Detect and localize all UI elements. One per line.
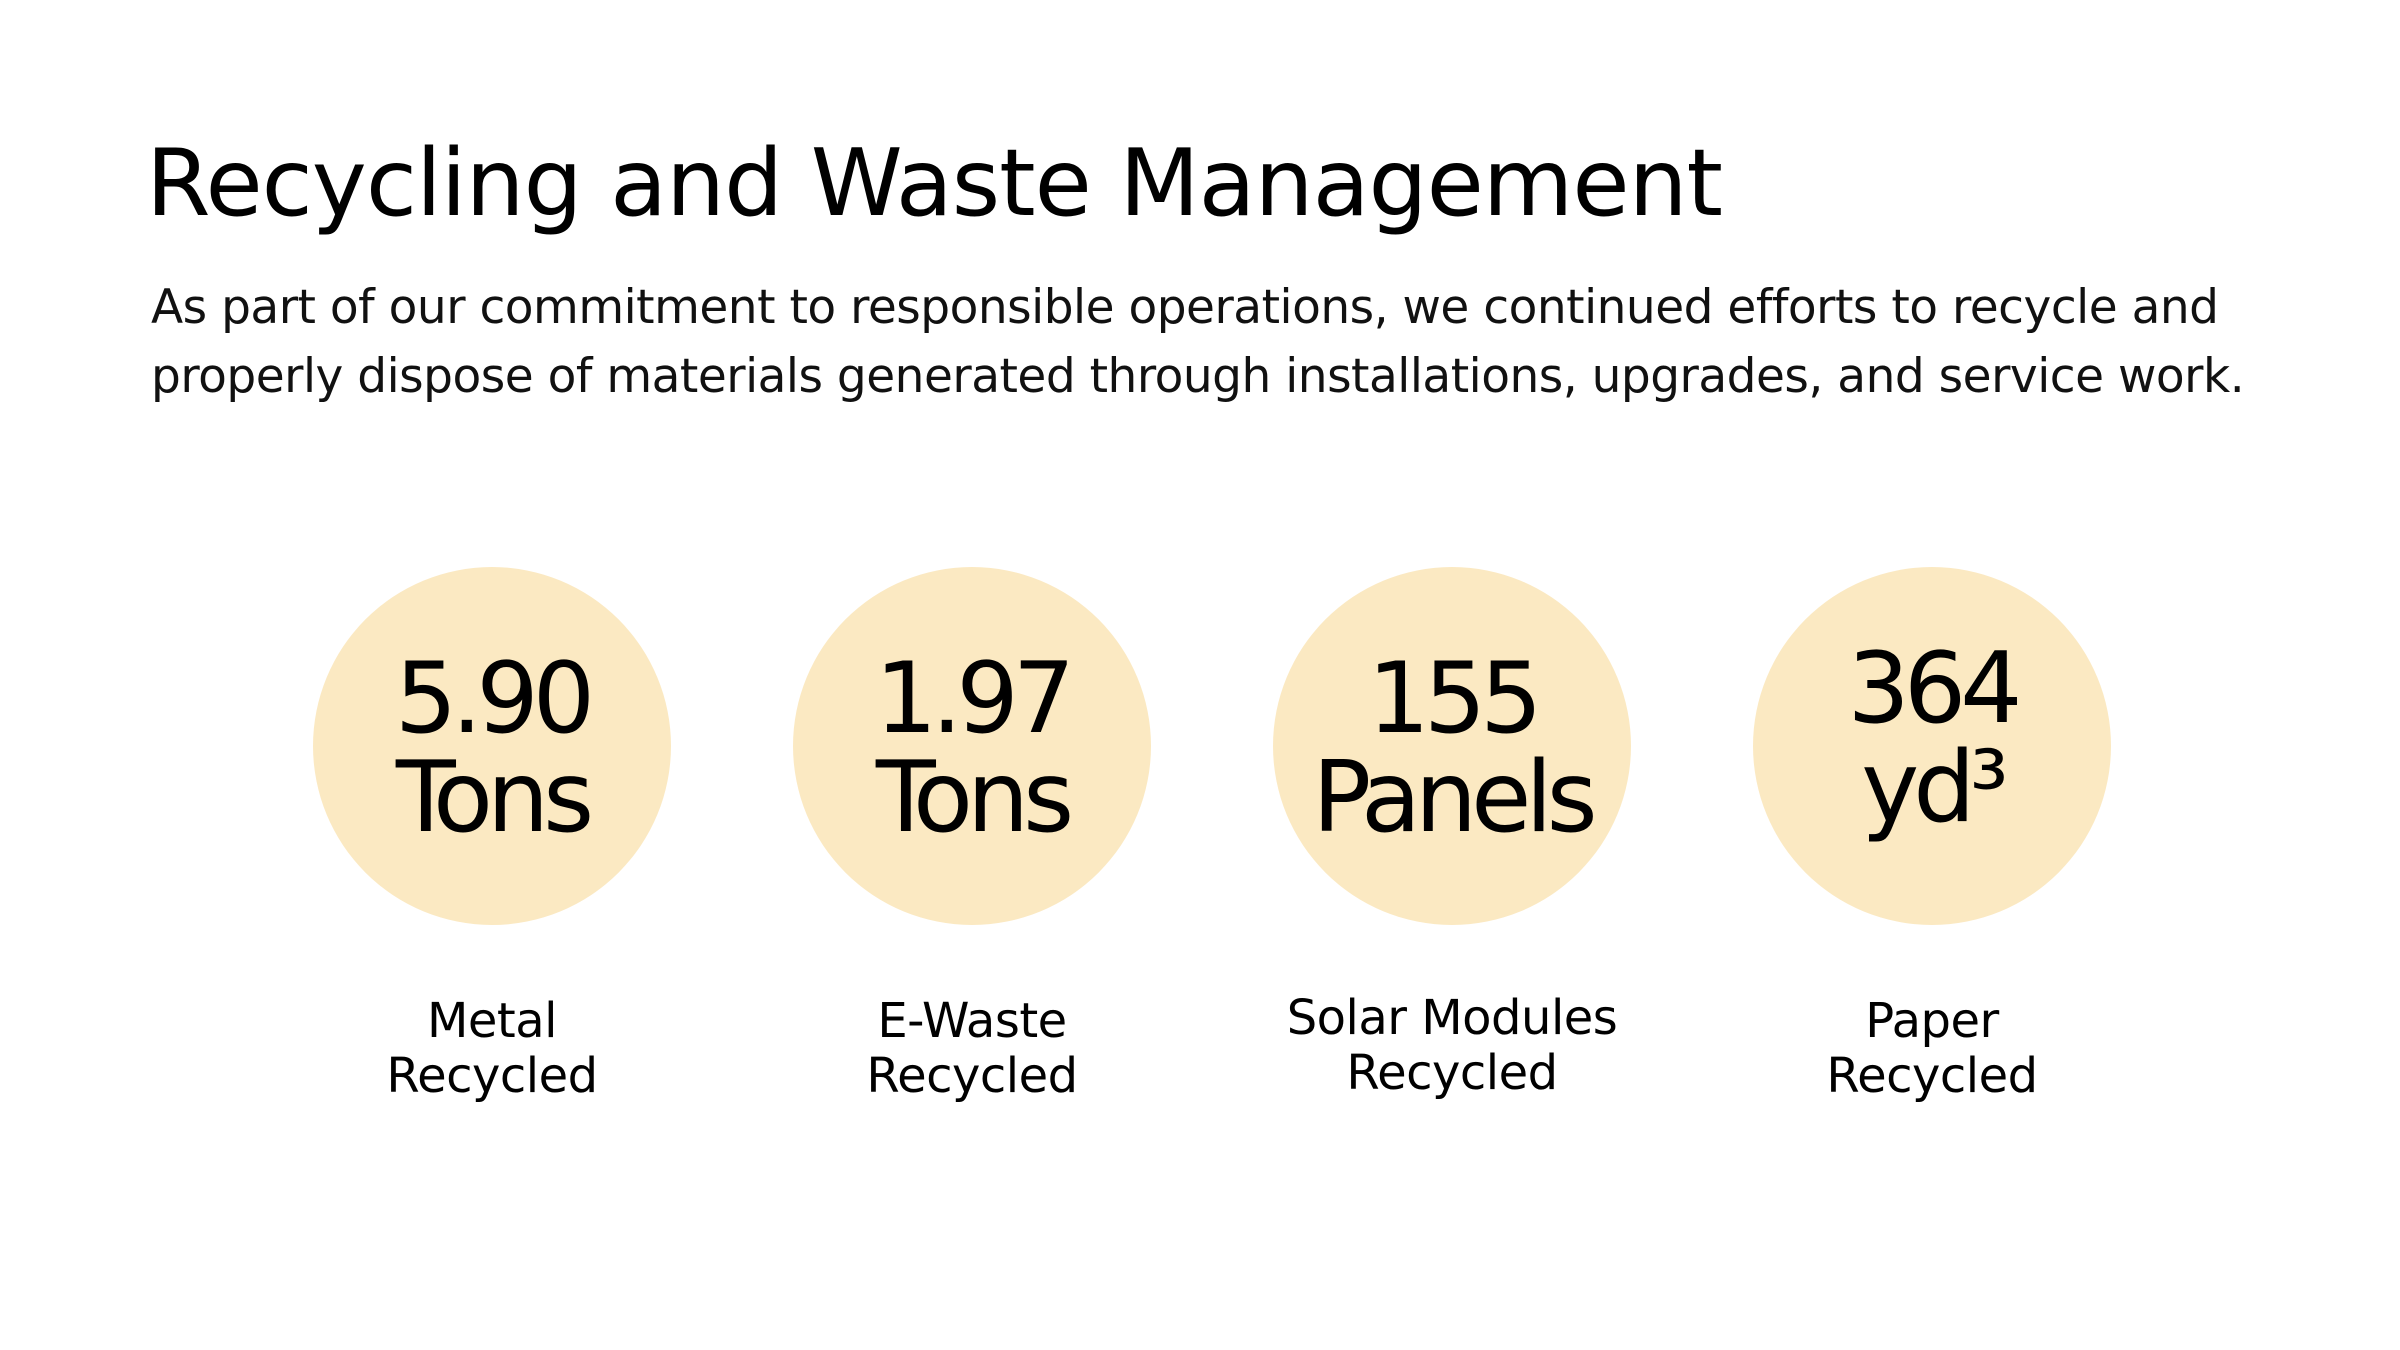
stat-label-line2: Recycled [866,1048,1078,1104]
stat-label: Solar Modules Recycled [1213,991,1691,1101]
stat-label-line1: Solar Modules [1286,990,1618,1046]
stat-circle: 364 yd³ [1753,567,2111,925]
stat-value: 155 [1367,642,1542,756]
stat-unit: yd³ [1861,731,2009,845]
stat-label-line2: Recycled [1826,1048,2038,1104]
stat-unit: Tons [875,741,1074,855]
stat-metal: 5.90 Tons Metal Recycled [253,567,733,1127]
stat-circle: 5.90 Tons [313,567,671,925]
stat-label-line2: Recycled [386,1048,598,1104]
stat-label: E-Waste Recycled [733,994,1211,1104]
stat-value: 1.97 [874,642,1075,756]
stat-label-line1: E-Waste [877,993,1067,1049]
stat-e-waste: 1.97 Tons E-Waste Recycled [733,567,1213,1127]
stat-value: 364 [1847,632,2022,746]
stat-unit: Tons [395,741,594,855]
stat-solar-modules: 155 Panels Solar Modules Recycled [1213,567,1693,1127]
stat-label-line1: Metal [426,993,558,1049]
stat-value: 5.90 [394,642,595,756]
page-title: Recycling and Waste Management [146,129,1723,237]
intro-paragraph: As part of our commitment to responsible… [151,280,2245,404]
stat-unit: Panels [1312,741,1597,855]
stat-label-line1: Paper [1865,993,1999,1049]
stat-label: Paper Recycled [1693,994,2171,1104]
stat-circle: 1.97 Tons [793,567,1151,925]
stat-label: Metal Recycled [253,994,731,1104]
stat-circle: 155 Panels [1273,567,1631,925]
stat-label-line2: Recycled [1346,1045,1558,1101]
stat-paper: 364 yd³ Paper Recycled [1693,567,2173,1127]
